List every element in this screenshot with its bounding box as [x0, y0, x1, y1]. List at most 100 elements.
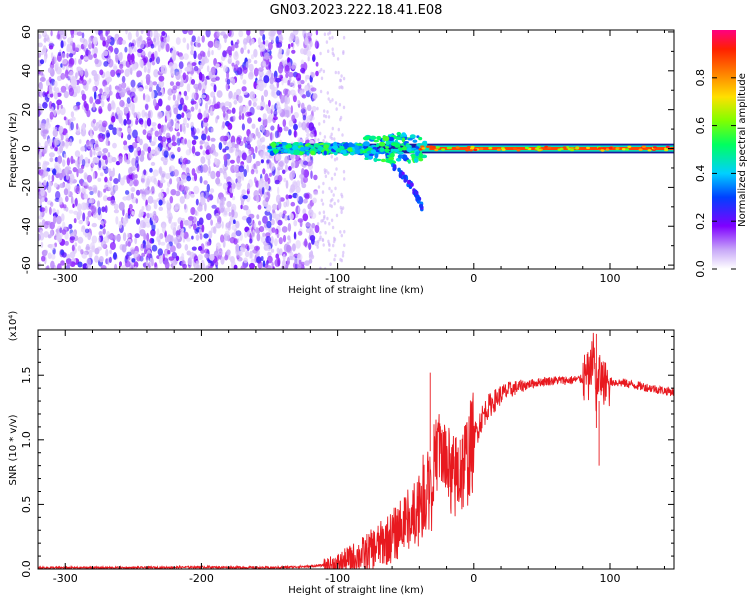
signal-blob [382, 135, 390, 142]
signal-blob [455, 146, 460, 149]
noise-blob [319, 235, 322, 239]
noise-blob [134, 174, 138, 179]
noise-blob [99, 88, 103, 94]
signal-blob [473, 148, 478, 152]
noise-blob [169, 178, 173, 185]
noise-blob [322, 181, 325, 186]
noise-blob [187, 257, 193, 266]
signal-blob [418, 158, 424, 162]
noise-blob [121, 75, 126, 83]
signal-core-inner [429, 146, 674, 151]
noise-blob [262, 60, 267, 67]
noise-blob [116, 127, 120, 136]
noise-blob [154, 50, 158, 59]
noise-blob [182, 72, 187, 81]
noise-blob [236, 39, 240, 45]
noise-blob [102, 155, 108, 161]
noise-blob [119, 69, 124, 74]
noise-blob [183, 231, 189, 240]
signal-blob [400, 143, 405, 146]
signal-blob [426, 145, 430, 148]
noise-blob [302, 208, 307, 215]
noise-blob [331, 126, 334, 131]
noise-blob [315, 61, 319, 67]
noise-blob [132, 172, 136, 181]
x-tick-label: -200 [189, 572, 214, 585]
noise-blob [261, 136, 266, 143]
signal-blob [292, 145, 299, 151]
noise-blob [266, 182, 270, 190]
noise-blob [330, 189, 333, 194]
noise-blob [222, 121, 226, 129]
noise-blob [43, 145, 48, 154]
noise-blob [88, 186, 93, 191]
noise-blob [184, 203, 187, 210]
noise-blob [255, 169, 259, 174]
noise-blob [292, 243, 296, 252]
noise-blob [277, 186, 280, 195]
noise-blob [126, 97, 131, 104]
noise-blob [98, 150, 102, 156]
noise-blob [190, 193, 195, 198]
noise-blob [110, 69, 116, 78]
noise-blob [280, 94, 285, 104]
noise-blob [339, 115, 343, 120]
noise-blob [275, 253, 280, 259]
noise-blob [173, 238, 178, 245]
noise-blob [262, 260, 266, 268]
noise-blob [304, 84, 309, 92]
noise-blob [319, 231, 322, 235]
noise-blob [334, 101, 338, 105]
noise-blob [234, 44, 239, 49]
noise-blob [40, 241, 44, 248]
noise-blob [176, 137, 181, 146]
signal-blob [638, 148, 643, 151]
noise-blob [86, 174, 93, 183]
noise-blob [229, 237, 236, 244]
noise-blob [190, 121, 194, 128]
noise-blob [203, 248, 210, 254]
noise-blob [171, 134, 176, 143]
noise-blob [195, 127, 200, 134]
noise-blob [238, 165, 245, 173]
noise-blob [72, 167, 78, 173]
noise-blob [213, 84, 217, 93]
noise-blob [96, 74, 101, 82]
noise-blob [223, 210, 227, 216]
noise-blob [216, 196, 220, 204]
noise-blob [285, 194, 289, 200]
noise-blob [286, 256, 290, 266]
signal-blob [562, 146, 567, 149]
noise-blob [131, 211, 135, 216]
signal-blob [394, 142, 400, 148]
noise-blob [271, 104, 275, 111]
noise-blob [135, 30, 139, 38]
noise-blob [202, 122, 209, 128]
noise-blob [53, 91, 58, 100]
noise-blob [134, 233, 140, 239]
noise-blob [328, 36, 331, 41]
noise-blob [112, 142, 117, 149]
noise-blob [38, 150, 42, 160]
noise-blob [59, 227, 63, 234]
noise-blob [141, 252, 146, 257]
noise-blob [266, 220, 272, 229]
noise-blob [124, 68, 130, 78]
noise-blob [43, 231, 50, 238]
noise-blob [338, 85, 341, 90]
noise-blob [107, 234, 114, 240]
noise-blob [215, 76, 220, 81]
noise-blob [335, 107, 338, 111]
noise-blob [50, 201, 54, 207]
noise-blob [235, 88, 242, 96]
noise-blob [109, 242, 116, 250]
noise-blob [94, 247, 100, 255]
noise-blob [193, 135, 199, 140]
noise-blob [319, 89, 323, 94]
noise-blob [256, 195, 260, 203]
noise-blob [307, 31, 313, 38]
noise-blob [128, 66, 132, 73]
noise-blob [135, 120, 139, 125]
noise-blob [180, 156, 183, 163]
